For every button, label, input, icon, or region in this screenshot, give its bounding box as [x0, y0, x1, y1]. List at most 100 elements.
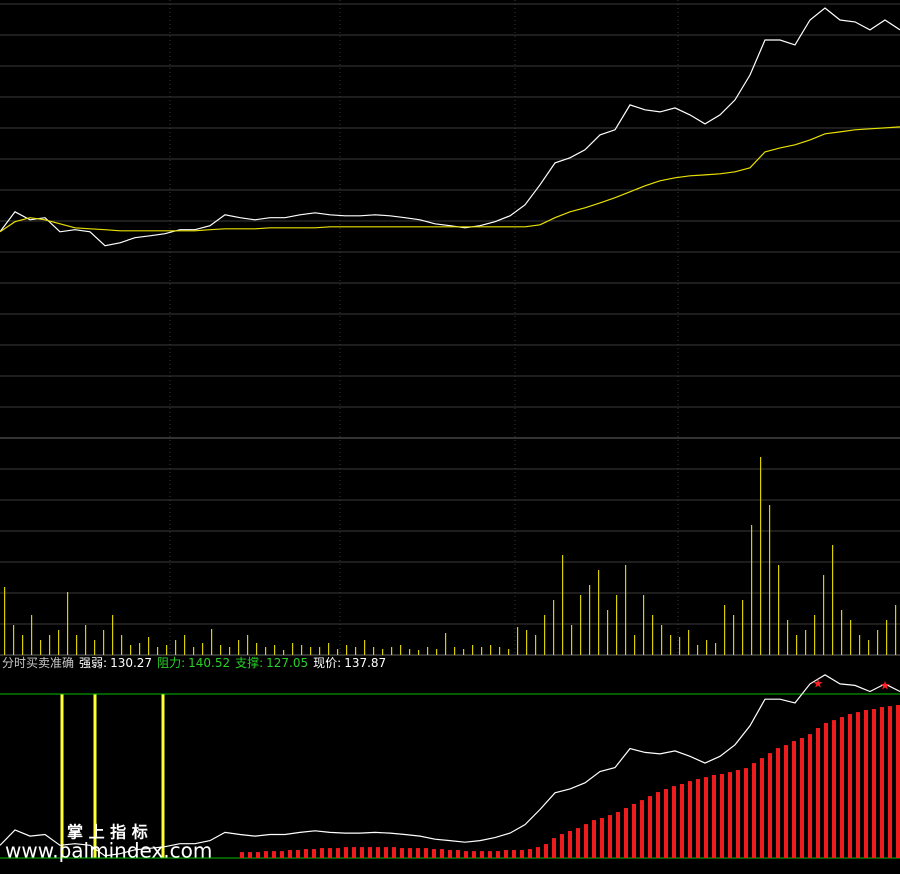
strength-bar: [480, 851, 484, 859]
indicator-header: 分时买卖准确 强弱: 130.27 阻力: 140.52 支撑: 127.05 现价: 137.…: [2, 655, 386, 670]
strength-bar: [288, 850, 292, 859]
strength-bar: [656, 792, 660, 859]
grid: [0, 0, 900, 656]
strength-bar: [880, 707, 884, 859]
volume-bar: [382, 649, 384, 655]
strength-bar: [576, 828, 580, 859]
strength-bar: [896, 704, 900, 859]
volume-bar: [886, 620, 888, 655]
volume-bar: [202, 643, 204, 655]
volume-bar: [400, 645, 402, 655]
volume-bar: [418, 650, 420, 655]
strength-bar: [560, 834, 564, 859]
strength-bar: [768, 753, 772, 859]
strength-bar: [456, 850, 460, 859]
volume-bar: [589, 585, 591, 655]
volume-bar: [283, 650, 285, 655]
strength-bar: [640, 800, 644, 859]
price-line: [0, 674, 900, 857]
strength-bar: [584, 824, 588, 859]
star: ★: [880, 679, 891, 693]
strength-bar: [744, 768, 748, 859]
strength-bar: [672, 786, 676, 859]
volume-bar: [499, 647, 501, 655]
volume-bar: [265, 647, 267, 655]
stat-label: 强弱:: [79, 656, 107, 670]
volume-bar: [490, 645, 492, 655]
strength-bar: [344, 847, 348, 859]
volume-bar: [4, 587, 6, 655]
volume-bar: [724, 605, 726, 655]
strength-bar: [592, 820, 596, 859]
strength-bar: [368, 847, 372, 859]
volume-bar: [85, 625, 87, 655]
strength-bar: [688, 781, 692, 859]
strength-bar: [520, 850, 524, 859]
volume-bar: [598, 570, 600, 655]
volume-bar: [157, 647, 159, 655]
volume-bar: [112, 615, 114, 655]
volume-bar: [706, 640, 708, 655]
strength-bar: [816, 728, 820, 859]
volume-bar: [661, 625, 663, 655]
strength-bar: [536, 847, 540, 859]
volume-bar: [148, 637, 150, 655]
volume-bar: [679, 637, 681, 655]
star: ★: [813, 677, 824, 691]
volume-bar: [292, 643, 294, 655]
price-line: [0, 126, 900, 233]
volume-bar: [139, 643, 141, 655]
strength-bar: [632, 803, 636, 859]
strength-bar: [808, 734, 812, 859]
volume-bar: [472, 645, 474, 655]
strength-bar: [648, 796, 652, 859]
volume-bar: [301, 645, 303, 655]
volume-bar: [562, 555, 564, 655]
volume-bar: [58, 630, 60, 655]
volume-bar: [130, 645, 132, 655]
volume-bar: [616, 595, 618, 655]
volume-bar: [274, 645, 276, 655]
volume-bar: [553, 600, 555, 655]
strength-bar: [280, 851, 284, 859]
volume-bar: [580, 595, 582, 655]
watermark-brand: 掌 上 指 标: [67, 823, 148, 842]
strength-bar: [416, 848, 420, 859]
volume-bar: [310, 647, 312, 655]
volume-bar: [841, 610, 843, 655]
volume-bar: [436, 649, 438, 655]
volume-bar: [463, 649, 465, 655]
volume-bar: [481, 647, 483, 655]
strength-bar: [504, 850, 508, 859]
strength-bar: [800, 737, 804, 859]
volume-bar: [409, 649, 411, 655]
strength-bar: [824, 723, 828, 859]
strength-bar: [488, 851, 492, 859]
price-line: [0, 7, 900, 247]
volume-bar: [526, 630, 528, 655]
strength-bar: [328, 848, 332, 859]
strength-bar: [464, 851, 468, 859]
volume-bar: [868, 640, 870, 655]
stat-value: 140.52: [188, 656, 230, 670]
strength-bar: [440, 849, 444, 859]
strength-bar: [360, 847, 364, 859]
volume-bar: [805, 630, 807, 655]
volume-bar: [328, 643, 330, 655]
volume-bar: [796, 635, 798, 655]
watermark-url: www.palmindex.com: [5, 839, 212, 863]
volume-bar: [391, 647, 393, 655]
volume-bar: [373, 647, 375, 655]
volume-bar: [337, 649, 339, 655]
volume-bar: [535, 635, 537, 655]
volume-bar: [211, 629, 213, 655]
strength-bar: [568, 831, 572, 859]
strength-bar: [776, 748, 780, 859]
volume-bar: [121, 635, 123, 655]
strength-bar: [760, 758, 764, 859]
volume-bar: [256, 643, 258, 655]
volume-bar: [31, 615, 33, 655]
volume-bar: [247, 635, 249, 655]
volume-bar: [625, 565, 627, 655]
strength-bar: [888, 706, 892, 859]
